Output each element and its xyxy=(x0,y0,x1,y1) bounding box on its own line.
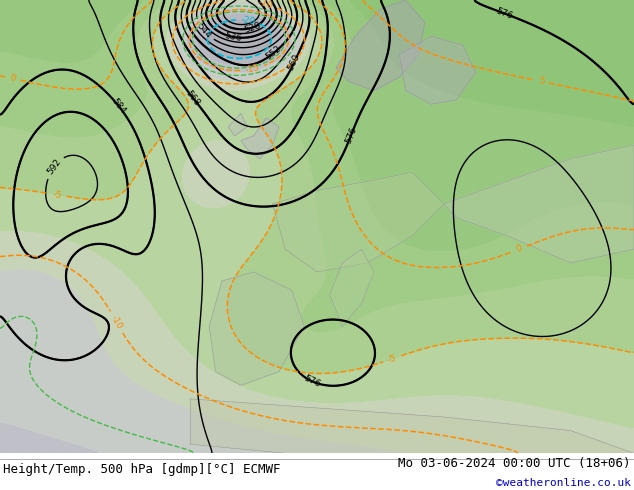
Text: Height/Temp. 500 hPa [gdmp][°C] ECMWF: Height/Temp. 500 hPa [gdmp][°C] ECMWF xyxy=(3,463,281,476)
Text: 576: 576 xyxy=(344,125,359,145)
Text: 568: 568 xyxy=(184,88,202,107)
Text: 584: 584 xyxy=(110,97,127,116)
Text: Mo 03-06-2024 00:00 UTC (18+06): Mo 03-06-2024 00:00 UTC (18+06) xyxy=(398,457,631,470)
Text: 544: 544 xyxy=(195,21,212,40)
Text: 592: 592 xyxy=(45,157,63,176)
Text: 0: 0 xyxy=(9,74,16,83)
Text: 576: 576 xyxy=(495,6,514,21)
Text: 576: 576 xyxy=(302,373,321,389)
Text: 528: 528 xyxy=(243,21,262,35)
Polygon shape xyxy=(330,249,374,326)
Text: 536: 536 xyxy=(224,31,243,43)
Text: -20: -20 xyxy=(240,15,256,26)
Polygon shape xyxy=(209,272,304,385)
Text: 0: 0 xyxy=(515,244,524,254)
Polygon shape xyxy=(444,145,634,263)
Polygon shape xyxy=(190,399,634,453)
Text: 552: 552 xyxy=(264,44,283,62)
Polygon shape xyxy=(399,36,476,104)
Text: 560: 560 xyxy=(287,53,302,73)
Text: -10: -10 xyxy=(109,314,124,331)
Text: -5: -5 xyxy=(387,353,398,365)
Polygon shape xyxy=(336,0,425,91)
Polygon shape xyxy=(241,118,279,159)
Text: ©weatheronline.co.uk: ©weatheronline.co.uk xyxy=(496,478,631,489)
Text: -5: -5 xyxy=(52,190,62,200)
Polygon shape xyxy=(228,113,247,136)
Text: -15: -15 xyxy=(244,63,261,75)
Polygon shape xyxy=(273,172,444,272)
Text: -10: -10 xyxy=(257,0,274,11)
Text: 5: 5 xyxy=(538,76,545,87)
